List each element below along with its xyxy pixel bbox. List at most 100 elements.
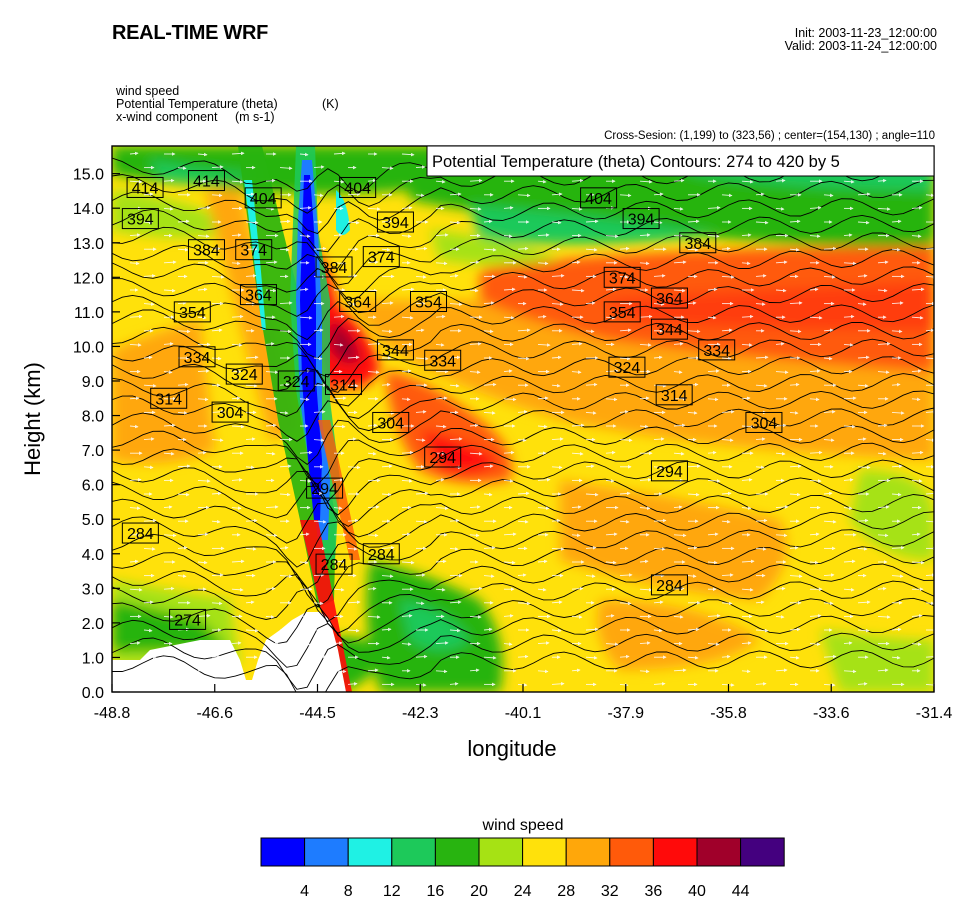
- contour-label-box: [745, 411, 783, 433]
- wind-vector: [891, 247, 901, 252]
- wind-vector: [707, 642, 720, 646]
- contour-label: 314: [661, 388, 688, 405]
- wind-vector: [483, 411, 496, 415]
- contour-label-box: [239, 284, 277, 306]
- wind-vector: [823, 573, 835, 577]
- wind-vector: [721, 491, 732, 496]
- contour-label-box: [603, 301, 641, 323]
- terrain: [112, 612, 346, 692]
- wind-vector: [333, 179, 345, 184]
- wind-vector: [197, 532, 209, 537]
- wind-vector: [415, 519, 428, 524]
- wind-vector: [415, 275, 427, 279]
- wind-vector: [585, 546, 597, 550]
- wind-vector: [925, 654, 934, 659]
- wind-vector: [401, 450, 414, 455]
- wind-vector: [449, 302, 463, 306]
- wind-vector: [503, 369, 513, 373]
- wind-vector: [877, 178, 887, 183]
- wind-vector: [279, 574, 293, 578]
- wind-vector: [925, 357, 934, 359]
- wind-vector: [639, 588, 653, 592]
- theta-contour-line: [112, 407, 934, 465]
- wind-vector: [551, 547, 565, 551]
- wind-vector: [197, 369, 210, 373]
- wind-vector: [605, 369, 619, 373]
- wind-vector: [673, 342, 684, 346]
- wind-vector: [129, 233, 141, 237]
- wind-vector: [129, 669, 140, 674]
- wind-vector: [537, 314, 547, 319]
- wind-vector: [503, 560, 516, 565]
- wind-vector: [367, 260, 379, 265]
- wind-vector: [197, 560, 208, 565]
- y-tick-label: 11.0: [74, 305, 104, 322]
- valid-time: Valid: 2003-11-24_12:00:00: [784, 39, 937, 53]
- wind-vector: [891, 329, 903, 334]
- wind-vector: [469, 342, 482, 346]
- wind-vector: [211, 356, 222, 361]
- wind-vector: [925, 493, 934, 495]
- wind-vector: [449, 518, 460, 523]
- contour-label: 374: [240, 243, 267, 260]
- wind-vector: [551, 302, 564, 306]
- wind-vector: [143, 465, 154, 470]
- wind-vector: [653, 220, 663, 225]
- wind-vector: [313, 356, 323, 361]
- y-tick-label: 3.0: [82, 581, 104, 598]
- wind-vector: [585, 492, 599, 497]
- wind-vector: [401, 614, 413, 618]
- wind-vector: [789, 574, 803, 578]
- wind-vector: [279, 627, 291, 632]
- wind-vector: [639, 180, 653, 184]
- wind-vector: [177, 492, 190, 497]
- wind-vector: [313, 654, 327, 659]
- wind-vector: [197, 397, 209, 402]
- wind-vector: [279, 411, 289, 415]
- wind-vector: [245, 547, 257, 551]
- wind-vector: [789, 411, 799, 415]
- wind-vector: [537, 261, 549, 266]
- contour-label-box: [410, 291, 448, 313]
- wind-vector: [707, 450, 717, 455]
- wind-vector: [449, 547, 459, 551]
- theta-contour-line: [112, 373, 934, 419]
- theta-contour-line: [112, 477, 934, 527]
- wind-vector: [129, 151, 139, 156]
- wind-vector: [483, 627, 493, 632]
- wind-vector: [299, 450, 313, 455]
- wind-vector: [129, 396, 140, 401]
- wind-vector: [231, 343, 243, 347]
- wind-vector: [605, 287, 617, 292]
- wind-vector: [911, 450, 924, 455]
- wind-vector: [551, 274, 565, 278]
- wind-vector: [401, 206, 413, 210]
- wind-vector: [687, 655, 699, 660]
- wind-vector: [537, 478, 551, 482]
- wind-vector: [639, 314, 653, 319]
- field-label-wind-speed: wind speed: [116, 84, 180, 98]
- contour-label: 334: [703, 343, 730, 360]
- contour-label: 284: [368, 547, 395, 564]
- wind-vector: [653, 437, 665, 441]
- wind-vector: [211, 275, 225, 279]
- legend-label: 8: [344, 883, 353, 900]
- wind-vector: [891, 301, 904, 305]
- wind-vector: [891, 464, 903, 469]
- wind-vector: [177, 219, 190, 224]
- wind-vector: [585, 247, 598, 252]
- wind-vector: [415, 246, 428, 251]
- wind-vector: [721, 519, 731, 524]
- wind-vector: [449, 220, 461, 225]
- wind-vector: [197, 479, 211, 483]
- wind-vector: [483, 382, 497, 387]
- wind-vector: [925, 519, 934, 524]
- wind-vector: [605, 450, 616, 455]
- wind-vector: [415, 356, 429, 361]
- contour-label-box: [622, 208, 660, 230]
- wind-vector: [721, 438, 734, 442]
- wind-vector: [265, 178, 276, 183]
- wind-vector: [265, 342, 275, 346]
- wind-vector: [129, 314, 143, 319]
- wind-vector: [639, 506, 651, 510]
